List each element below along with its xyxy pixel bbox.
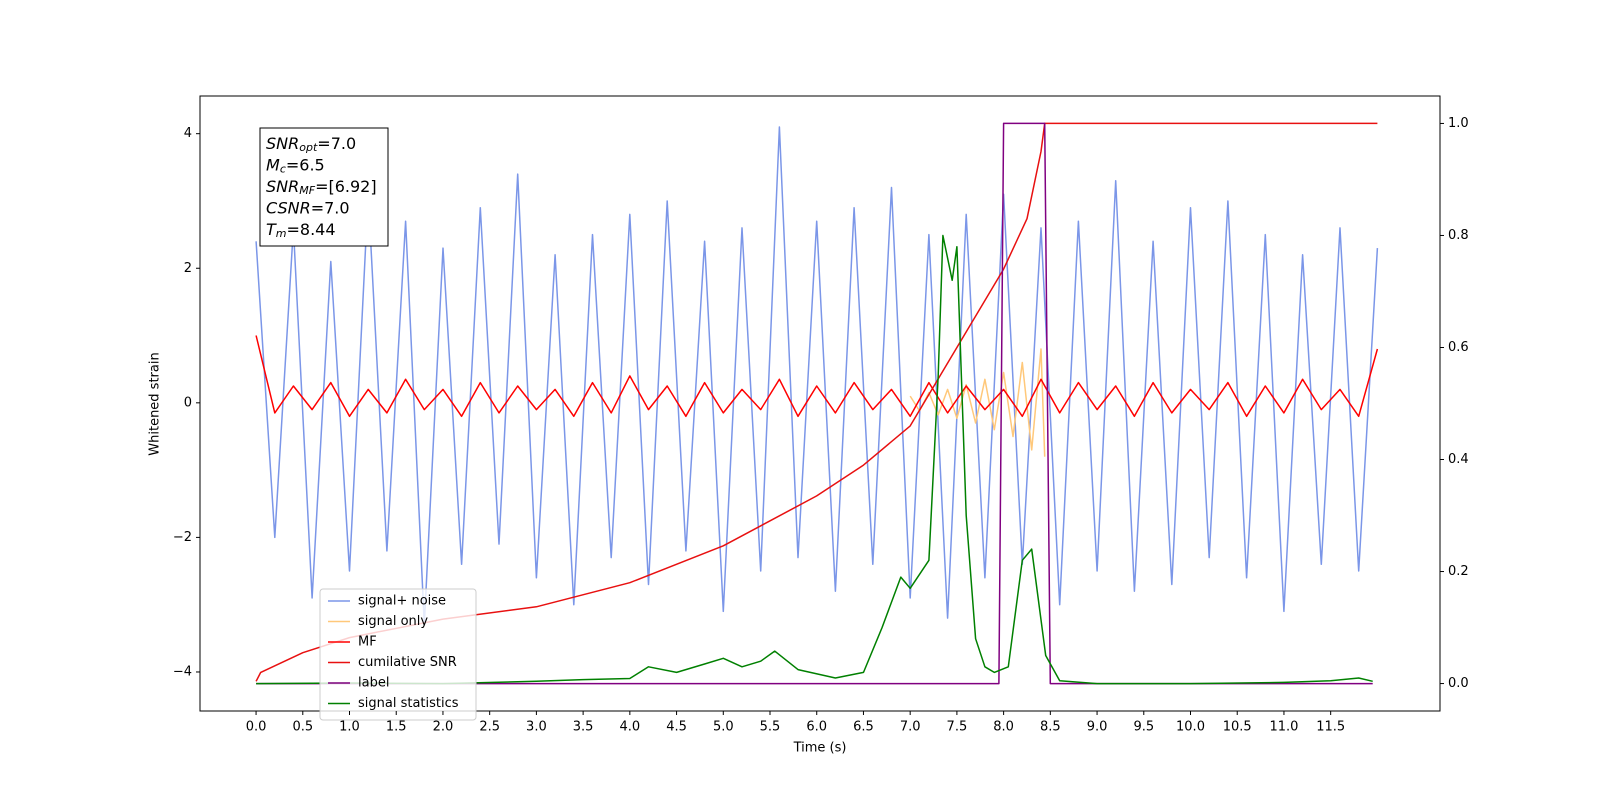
x-tick-label: 9.0 [1087, 720, 1108, 735]
legend-frame [319, 588, 477, 721]
annotation-line: Mc=6.5 [266, 155, 325, 176]
y2-tick-label: 0.0 [1448, 676, 1469, 691]
x-tick-label: 1.0 [339, 720, 360, 735]
series-line [256, 234, 1373, 685]
y-tick-label: −4 [173, 664, 192, 679]
legend-label: signal statistics [358, 696, 459, 711]
x-tick-label: 3.0 [526, 720, 547, 735]
y2-tick-label: 0.8 [1448, 228, 1469, 243]
annotation-value: =7.0 [311, 198, 350, 217]
x-tick-label: 10.5 [1223, 720, 1252, 735]
x-tick-label: 11.0 [1269, 720, 1298, 735]
series-line [255, 126, 1379, 626]
x-tick-label: 9.5 [1133, 720, 1154, 735]
annotation-line: Tm=8.44 [266, 220, 336, 241]
annotation-subscript: m [276, 227, 287, 240]
x-tick-label: 10.0 [1176, 720, 1205, 735]
x-tick-label: 2.5 [479, 720, 500, 735]
series-line [255, 335, 1379, 418]
x-tick-label: 0.0 [246, 720, 267, 735]
annotation-subscript: MF [299, 184, 315, 197]
y-tick-label: −2 [173, 530, 192, 545]
annotation-box: SNRopt=7.0Mc=6.5SNRMF=[6.92]CSNR=7.0Tm=8… [259, 127, 389, 247]
y-tick-label: 2 [184, 261, 192, 276]
x-tick-label: 11.5 [1316, 720, 1345, 735]
x-tick-label: 6.0 [806, 720, 827, 735]
legend-label: MF [358, 635, 377, 650]
annotation-symbol: T [266, 220, 277, 239]
x-tick-label: 7.0 [900, 720, 921, 735]
annotation-symbol: M [266, 155, 280, 174]
y-axis-label: Whitened strain [148, 352, 163, 455]
x-tick-label: 4.5 [666, 720, 687, 735]
y2-tick-label: 1.0 [1448, 116, 1469, 131]
annotation-line: CSNR=7.0 [266, 198, 350, 217]
annotation-frame [259, 127, 389, 247]
x-tick-label: 5.0 [713, 720, 734, 735]
legend: signal+ noise signal only MF cumilative SNR… [319, 588, 477, 721]
x-tick-label: 1.5 [386, 720, 407, 735]
annotation-line: SNRMF=[6.92] [266, 177, 377, 198]
annotation-value: =7.0 [317, 134, 356, 153]
x-tick-label: 2.0 [433, 720, 454, 735]
legend-label: cumilative SNR [358, 655, 457, 670]
annotation-subscript: c [280, 163, 286, 176]
x-tick-label: 7.5 [947, 720, 968, 735]
plot-frame [199, 95, 1441, 712]
y2-tick-label: 0.4 [1448, 452, 1469, 467]
annotation-subscript: opt [299, 141, 318, 154]
y-tick-label: 4 [184, 126, 192, 141]
x-tick-label: 4.0 [619, 720, 640, 735]
x-tick-label: 8.0 [993, 720, 1014, 735]
annotation-line: SNRopt=7.0 [266, 134, 356, 155]
annotation-symbol: CSNR [266, 198, 311, 217]
annotation-value: =[6.92] [315, 177, 377, 196]
x-tick-label: 6.5 [853, 720, 874, 735]
annotation-value: =6.5 [286, 155, 325, 174]
y2-tick-label: 0.6 [1448, 340, 1469, 355]
x-axis-label: Time (s) [793, 741, 847, 756]
x-tick-label: 8.5 [1040, 720, 1061, 735]
annotation-symbol: SNR [266, 134, 299, 153]
y-tick-label: 0 [184, 395, 192, 410]
legend-label: label [358, 676, 389, 691]
x-tick-label: 5.5 [760, 720, 781, 735]
y2-tick-label: 0.2 [1448, 564, 1469, 579]
legend-label: signal only [358, 614, 428, 629]
annotation-value: =8.44 [287, 220, 336, 239]
x-tick-label: 0.5 [292, 720, 313, 735]
x-tick-label: 3.5 [573, 720, 594, 735]
legend-label: signal+ noise [358, 594, 446, 609]
annotation-symbol: SNR [266, 177, 299, 196]
